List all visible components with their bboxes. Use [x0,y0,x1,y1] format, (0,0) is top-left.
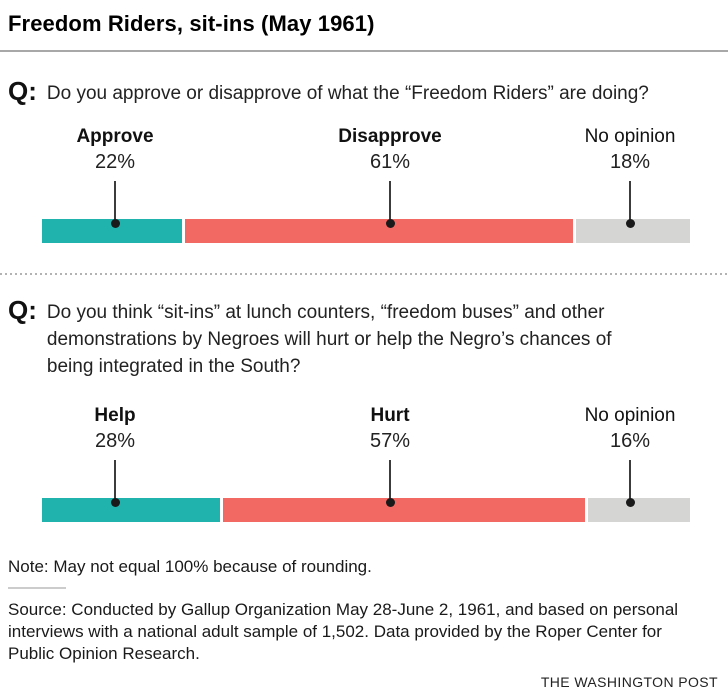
callout-line [629,181,631,220]
segment-label: Help [94,405,136,426]
segment-label: Approve [76,126,154,147]
bar-segment-help [42,498,220,522]
source-text: Source: Conducted by Gallup Organization… [8,600,679,663]
callout-disapprove: Disapprove 61% [310,125,470,228]
segment-label: Hurt [370,405,410,426]
question-row: Q: Do you think “sit-ins” at lunch count… [0,297,728,380]
callout-help: Help 28% [35,404,195,507]
question-prefix: Q: [8,295,37,325]
segment-value: 16% [609,430,651,452]
question-text: Do you think “sit-ins” at lunch counters… [46,302,612,377]
callout-line [114,460,116,499]
callout-dot [110,498,120,507]
stacked-bar-chart-approve: Approve 22% Disapprove 61% No opinion 18% [0,125,728,243]
segment-value: 61% [369,151,411,173]
title-divider [0,50,728,52]
note-text: Note: May not equal 100% because of roun… [8,557,372,576]
segment-label: Disapprove [338,126,442,147]
question-block-freedom-riders: Q: Do you approve or disapprove of what … [0,78,728,243]
segment-value: 22% [94,151,136,173]
stacked-bar-chart-help-hurt: Help 28% Hurt 57% No opinion 16% [0,404,728,522]
callout-line [114,181,116,220]
bar-segment-hurt [222,498,586,522]
callout-hurt: Hurt 57% [310,404,470,507]
callout-line [389,460,391,499]
callout-no-opinion: No opinion 16% [550,404,710,507]
page-title: Freedom Riders, sit-ins (May 1961) [8,11,375,36]
question-row: Q: Do you approve or disapprove of what … [0,78,728,107]
segment-value: 28% [94,430,136,452]
segment-value: 57% [369,430,411,452]
callout-dot [625,498,635,507]
callout-approve: Approve 22% [35,125,195,228]
question-block-sit-ins: Q: Do you think “sit-ins” at lunch count… [0,297,728,522]
section-divider [0,273,728,275]
callout-dot [385,219,395,228]
callout-dot [110,219,120,228]
bar-segment-disapprove [184,219,573,243]
segment-value: 18% [609,151,651,173]
callout-line [389,181,391,220]
segment-label: No opinion [584,405,676,426]
callout-line [629,460,631,499]
question-prefix: Q: [8,76,37,106]
callout-dot [385,498,395,507]
bar-segment-no-opinion [588,498,690,522]
stacked-bar [42,498,690,522]
question-text: Do you approve or disapprove of what the… [46,83,649,104]
callout-dot [625,219,635,228]
callout-no-opinion: No opinion 18% [550,125,710,228]
publisher-credit: THE WASHINGTON POST [540,674,718,690]
note-divider [8,587,66,589]
segment-label: No opinion [584,126,676,147]
